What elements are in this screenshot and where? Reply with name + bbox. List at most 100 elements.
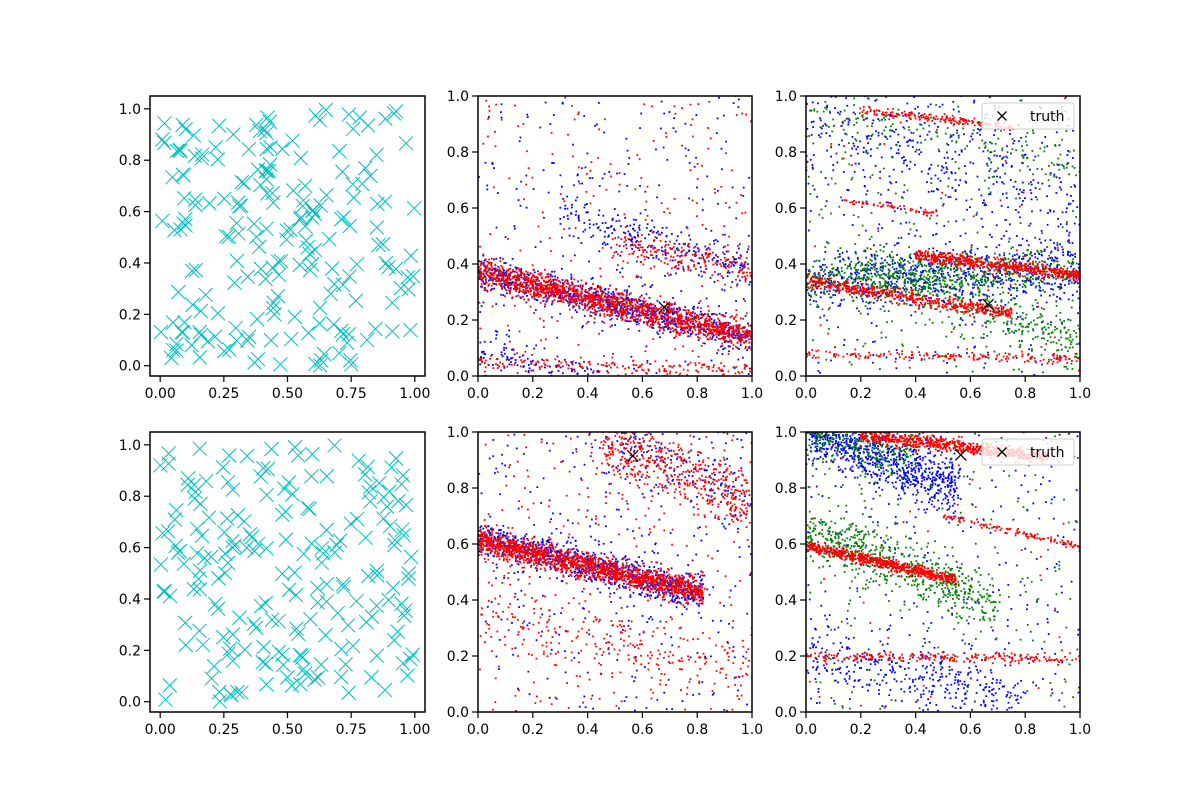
data-point [671,366,674,369]
data-point [878,292,880,295]
data-point [627,163,630,165]
data-point [683,321,686,323]
data-point [715,254,717,257]
data-point [743,333,746,336]
data-point [629,317,632,320]
data-point [481,360,484,363]
data-point [669,247,671,249]
data-point [597,214,600,216]
data-point [673,323,676,325]
data-point [697,332,700,335]
data-point [929,283,931,286]
data-point [808,270,810,273]
data-point [655,313,657,315]
data-point [624,305,627,308]
data-point [735,313,738,316]
data-point [536,291,539,294]
data-point [552,282,555,285]
data-point [570,316,573,319]
data-point [647,307,650,310]
data-point [536,360,539,363]
y-tick-label: 0.0 [447,369,469,385]
data-point [1067,252,1069,255]
y-tick-label: 1.0 [119,102,141,118]
data-point [717,317,720,320]
data-point [664,248,667,251]
data-point [638,315,641,318]
data-point [709,336,712,339]
data-point [548,283,551,286]
data-point [706,315,709,318]
data-point [646,304,649,307]
data-point [953,256,956,259]
data-point [1019,272,1022,275]
data-point-marker [293,150,309,166]
data-point [739,264,742,266]
data-point [555,366,558,369]
data-point [600,296,602,299]
data-point [728,263,730,266]
data-point [589,311,592,314]
data-point [872,119,875,122]
data-point [747,324,750,327]
data-point [704,252,707,255]
data-point [1076,206,1079,209]
data-point [868,301,871,304]
data-point [634,316,637,319]
data-point [547,296,550,299]
data-point [830,96,833,98]
data-point [1017,211,1020,214]
data-point [601,247,604,249]
data-point [571,289,574,292]
data-point [552,291,555,294]
data-point [647,369,650,372]
data-point [878,274,881,277]
data-point [1034,253,1036,255]
data-point [744,331,747,334]
data-point-marker [342,269,357,284]
data-point [685,254,687,256]
data-point [622,260,625,263]
data-point [938,277,941,280]
data-point [529,281,531,283]
data-point [965,172,967,175]
data-point [724,256,726,259]
data-point [736,332,738,335]
data-point [555,289,558,292]
data-point [559,294,562,296]
data-point [629,309,632,311]
data-point [697,333,700,335]
data-point [646,214,649,217]
data-point-marker [352,110,368,125]
data-point [489,274,492,277]
data-point [604,299,606,302]
data-point [606,365,608,368]
data-point [718,305,720,308]
data-point [666,328,669,331]
data-point [687,316,690,319]
data-point [703,324,706,327]
data-point [743,261,746,264]
data-point [722,331,725,334]
data-point-marker [153,324,169,340]
data-point [695,317,698,319]
data-point [570,367,573,370]
data-point [595,123,598,126]
data-point [553,278,556,281]
data-point [744,347,747,350]
data-point [709,331,712,334]
data-point [645,372,647,374]
data-point [645,306,648,308]
data-point-marker [221,229,237,245]
data-point [644,190,647,193]
data-point [1029,265,1032,268]
data-point [1057,217,1060,220]
data-point [734,334,737,337]
data-point [956,267,959,270]
data-point [592,234,595,237]
data-point [551,300,554,303]
data-point [678,306,681,309]
data-point [584,166,587,169]
data-point [971,132,974,135]
data-point [741,265,743,267]
